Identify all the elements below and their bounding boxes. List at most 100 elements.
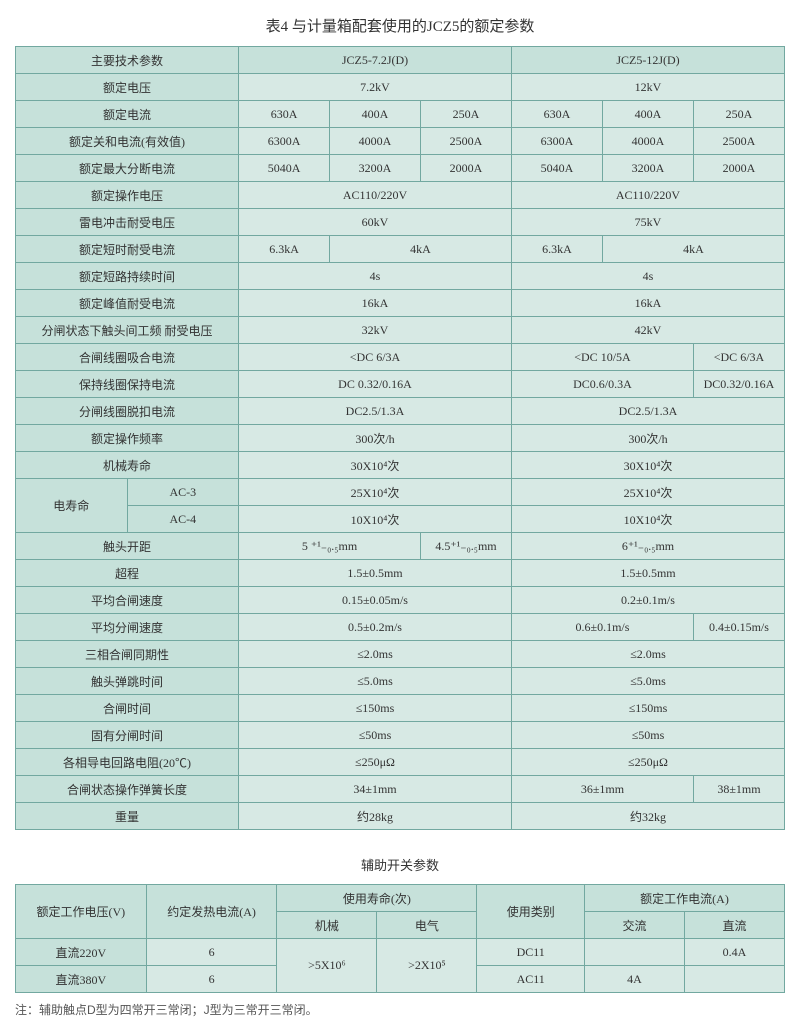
cell: 30X10⁴次 [239, 452, 512, 479]
cell: ≤50ms [239, 722, 512, 749]
param-label: 触头弹跳时间 [16, 668, 239, 695]
cell: 0.15±0.05m/s [239, 587, 512, 614]
param-label: 额定最大分断电流 [16, 155, 239, 182]
cell: 16kA [239, 290, 512, 317]
param-label: 平均分闸速度 [16, 614, 239, 641]
cell: 2500A [421, 128, 512, 155]
cell: 400A [602, 101, 693, 128]
param-label: 固有分闸时间 [16, 722, 239, 749]
cell: 2000A [421, 155, 512, 182]
param-label: 合闸状态操作弹簧长度 [16, 776, 239, 803]
cell: 32kV [239, 317, 512, 344]
param-label: 合闸线圈吸合电流 [16, 344, 239, 371]
cell: 3200A [602, 155, 693, 182]
param-label: 保持线圈保持电流 [16, 371, 239, 398]
aux-table-title: 辅助开关参数 [15, 855, 785, 874]
cell: 10X10⁴次 [239, 506, 512, 533]
cell: 约28kg [239, 803, 512, 830]
cell: 6.3kA [239, 236, 330, 263]
param-label: 各相导电回路电阻(20℃) [16, 749, 239, 776]
cell: 0.4A [685, 939, 785, 966]
cell: 16kA [511, 290, 784, 317]
param-label: 三相合闸同期性 [16, 641, 239, 668]
cell: 0.2±0.1m/s [511, 587, 784, 614]
cell: DC2.5/1.3A [511, 398, 784, 425]
cell: 2000A [693, 155, 784, 182]
param-label: 额定短路持续时间 [16, 263, 239, 290]
param-label: 额定操作电压 [16, 182, 239, 209]
cell: 2500A [693, 128, 784, 155]
param-label: 额定操作频率 [16, 425, 239, 452]
cell: 1.5±0.5mm [511, 560, 784, 587]
cell: 7.2kV [239, 74, 512, 101]
header: 交流 [585, 912, 685, 939]
cell: ≤50ms [511, 722, 784, 749]
cell [585, 939, 685, 966]
cell: 直流380V [16, 966, 147, 993]
cell: 6⁺¹₋₀.₅mm [511, 533, 784, 560]
cell: ≤5.0ms [239, 668, 512, 695]
cell: 300次/h [511, 425, 784, 452]
cell: 36±1mm [511, 776, 693, 803]
header: 使用寿命(次) [277, 885, 477, 912]
cell: 直流220V [16, 939, 147, 966]
cell: ≤2.0ms [239, 641, 512, 668]
cell: 5 ⁺¹₋₀.₅mm [239, 533, 421, 560]
cell: <DC 10/5A [511, 344, 693, 371]
cell: 6 [146, 939, 277, 966]
cell: ≤2.0ms [511, 641, 784, 668]
cell: 4000A [330, 128, 421, 155]
cell: AC110/220V [511, 182, 784, 209]
cell: 630A [239, 101, 330, 128]
cell: DC11 [477, 939, 585, 966]
param-label: 额定峰值耐受电流 [16, 290, 239, 317]
cell: 4s [239, 263, 512, 290]
cell: 1.5±0.5mm [239, 560, 512, 587]
cell: 0.4±0.15m/s [693, 614, 784, 641]
cell: DC2.5/1.3A [239, 398, 512, 425]
cell: DC0.32/0.16A [693, 371, 784, 398]
param-label: 重量 [16, 803, 239, 830]
cell: 60kV [239, 209, 512, 236]
cell: DC 0.32/0.16A [239, 371, 512, 398]
cell: DC0.6/0.3A [511, 371, 693, 398]
cell: 250A [693, 101, 784, 128]
cell: 10X10⁴次 [511, 506, 784, 533]
main-table: 主要技术参数 JCZ5-7.2J(D) JCZ5-12J(D) 额定电压 7.2… [15, 46, 785, 830]
cell: 400A [330, 101, 421, 128]
aux-table: 额定工作电压(V) 约定发热电流(A) 使用寿命(次) 使用类别 额定工作电流(… [15, 884, 785, 993]
cell: 6 [146, 966, 277, 993]
cell: 5040A [239, 155, 330, 182]
cell: 38±1mm [693, 776, 784, 803]
cell: ≤150ms [511, 695, 784, 722]
cell: 3200A [330, 155, 421, 182]
cell: 6300A [511, 128, 602, 155]
table-title: 表4 与计量箱配套使用的JCZ5的额定参数 [15, 15, 785, 36]
param-label: 额定短时耐受电流 [16, 236, 239, 263]
param-label: 超程 [16, 560, 239, 587]
sub-label: AC-4 [127, 506, 239, 533]
param-label: 电寿命 [16, 479, 128, 533]
cell: 300次/h [239, 425, 512, 452]
cell: ≤150ms [239, 695, 512, 722]
cell: ≤250μΩ [511, 749, 784, 776]
cell: 4A [585, 966, 685, 993]
cell: 30X10⁴次 [511, 452, 784, 479]
param-label: 额定关和电流(有效值) [16, 128, 239, 155]
param-label: 分闸线圈脱扣电流 [16, 398, 239, 425]
cell [685, 966, 785, 993]
cell: >2X10⁵ [377, 939, 477, 993]
footnote: 注：辅助触点D型为四常开三常闭；J型为三常开三常闭。 [15, 1001, 785, 1018]
header-model2: JCZ5-12J(D) [511, 47, 784, 74]
cell: 约32kg [511, 803, 784, 830]
param-label: 分闸状态下触头间工频 耐受电压 [16, 317, 239, 344]
header-params: 主要技术参数 [16, 47, 239, 74]
cell: AC110/220V [239, 182, 512, 209]
header: 约定发热电流(A) [146, 885, 277, 939]
cell: AC11 [477, 966, 585, 993]
cell: 6300A [239, 128, 330, 155]
header: 直流 [685, 912, 785, 939]
cell: 4s [511, 263, 784, 290]
cell: 6.3kA [511, 236, 602, 263]
sub-label: AC-3 [127, 479, 239, 506]
